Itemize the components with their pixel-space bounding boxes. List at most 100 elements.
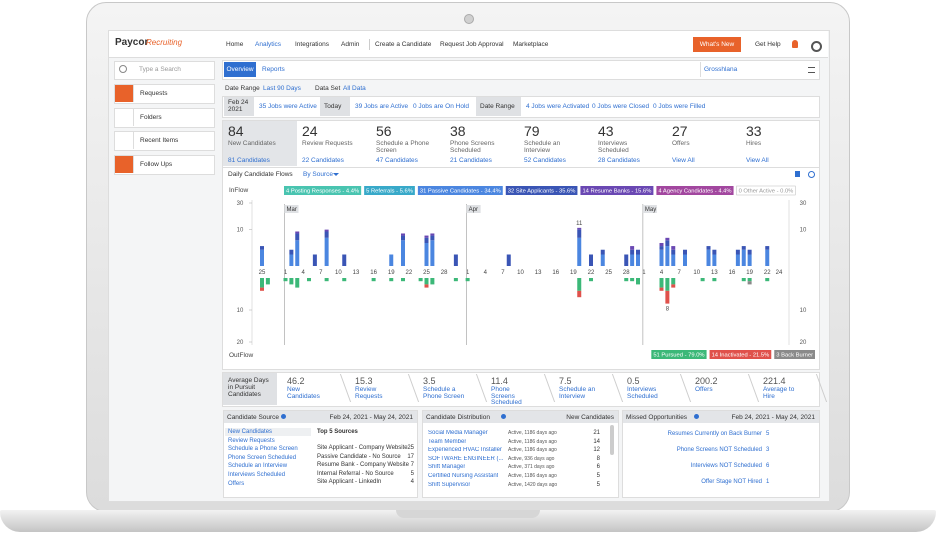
missed-count[interactable]: 5 <box>766 431 770 437</box>
nav-item[interactable]: Home <box>226 41 244 48</box>
legend-chip <box>774 350 815 359</box>
stage-link[interactable]: Schedule an Interview <box>228 463 288 470</box>
nav-item[interactable]: Analytics <box>255 41 282 48</box>
step-label[interactable]: New Candidates <box>287 386 320 400</box>
bar-segment <box>465 278 470 282</box>
legend-label: 51 Pursued - 79.0% <box>653 353 704 359</box>
search-box[interactable] <box>114 61 215 80</box>
step-label[interactable]: Average to Hire <box>763 386 795 400</box>
y-tick-label: 10 <box>237 308 244 314</box>
nav-item[interactable]: Create a Candidate <box>375 41 432 48</box>
kpi-value: 79 <box>524 123 540 139</box>
kpi-value: 84 <box>228 123 244 139</box>
sidebar-item[interactable] <box>114 131 215 151</box>
sidebar-item[interactable] <box>114 108 215 128</box>
settings-icon[interactable] <box>811 41 822 52</box>
nav-item[interactable]: Integrations <box>295 41 329 48</box>
org-select[interactable] <box>700 62 818 77</box>
source-name: Site Applicant - LinkedIn <box>317 479 382 486</box>
missed-count[interactable]: 6 <box>766 463 770 469</box>
step-label[interactable]: Phone Screens Scheduled <box>491 386 522 406</box>
job-link[interactable]: Certified Nursing Assistant <box>428 473 499 479</box>
bar-segment <box>312 254 317 266</box>
kpi-link[interactable]: 52 Candidates <box>524 157 566 164</box>
stage-link[interactable]: Phone Screen Scheduled <box>228 454 297 461</box>
kpi-link[interactable]: 22 Candidates <box>302 157 344 164</box>
job-link[interactable]: Team Member <box>428 438 467 445</box>
step-label[interactable]: Interviews Scheduled <box>627 386 658 400</box>
missed-label[interactable]: Offer Stage NOT Hired <box>701 479 762 485</box>
bar-segment <box>295 233 300 241</box>
status-tag-text: Today <box>324 103 342 110</box>
y-tick-label: 20 <box>800 340 807 346</box>
missed-label[interactable]: Resumes Currently on Back Burner <box>667 431 762 437</box>
step-label[interactable]: Schedule a Phone Screen <box>423 386 465 400</box>
settings-icon[interactable] <box>808 171 815 178</box>
source-count: 5 <box>410 470 414 477</box>
stage-link[interactable]: Offers <box>228 480 245 487</box>
chart-group[interactable]: By Source <box>303 171 333 178</box>
missed-count[interactable]: 3 <box>766 447 770 453</box>
kpi-link[interactable]: 28 Candidates <box>598 157 640 164</box>
job-status: Active, 1186 days ago <box>508 438 557 445</box>
y-tick-label: 10 <box>800 308 807 314</box>
kpi-link[interactable]: 47 Candidates <box>376 157 418 164</box>
missed-count[interactable]: 1 <box>766 479 770 485</box>
kpi-link[interactable]: 81 Candidates <box>228 157 270 164</box>
x-tick-label: 16 <box>370 270 377 276</box>
stage-link[interactable]: Interviews Scheduled <box>228 472 286 478</box>
bar-segment <box>659 278 664 288</box>
step-value: 7.5 <box>559 376 572 386</box>
kpi-label: New Candidates <box>228 140 276 147</box>
stage-link[interactable]: Schedule a Phone Screen <box>228 446 298 453</box>
stage-link[interactable]: New Candidates <box>228 429 273 435</box>
job-link[interactable]: Social Media Manager <box>428 430 488 436</box>
stage-link[interactable]: Review Requests <box>228 437 275 444</box>
x-tick-label: 16 <box>552 270 559 276</box>
nav-item[interactable]: Admin <box>341 41 360 48</box>
bar-segment <box>453 254 458 266</box>
source-count: 7 <box>410 462 414 469</box>
bar-segment <box>265 278 270 285</box>
sidebar-item[interactable] <box>114 84 215 104</box>
missed-label[interactable]: Phone Screens NOT Scheduled <box>676 447 762 453</box>
kpi-link[interactable]: View All <box>746 157 769 164</box>
kpi-link[interactable]: 21 Candidates <box>450 157 492 164</box>
bar-segment <box>665 246 670 266</box>
source-count: 25 <box>407 445 414 451</box>
menu-icon <box>808 67 815 73</box>
step-label[interactable]: Schedule an Interview <box>559 386 596 400</box>
job-link[interactable]: Shift Manager <box>428 464 466 471</box>
bar-segment <box>424 235 429 238</box>
job-link[interactable]: Shift Supervisor <box>428 481 471 488</box>
help-link[interactable]: Get Help <box>755 41 781 48</box>
sidebar-icon <box>115 85 134 102</box>
bar-segment <box>430 235 435 241</box>
x-tick-label: 22 <box>588 270 595 276</box>
kpi-link[interactable]: View All <box>672 157 695 164</box>
sidebar-item[interactable] <box>114 155 215 175</box>
tab[interactable]: Reports <box>262 66 285 73</box>
kpi-value: 43 <box>598 123 614 139</box>
step-label[interactable]: Offers <box>695 386 713 393</box>
bar-segment <box>671 284 676 288</box>
pipeline-row <box>222 372 820 407</box>
whats-new-button[interactable]: What's New <box>693 37 741 52</box>
step-value: 3.5 <box>423 376 436 386</box>
nav-item[interactable]: Request Job Approval <box>440 41 504 48</box>
missed-label[interactable]: Interviews NOT Scheduled <box>690 463 762 469</box>
x-tick-label: 13 <box>353 270 360 276</box>
download-icon[interactable] <box>795 171 800 177</box>
job-status: Active, 936 days ago <box>508 455 555 462</box>
bar-segment <box>589 254 593 266</box>
notification-icon[interactable] <box>792 40 798 48</box>
filter-value[interactable]: All Data <box>343 85 366 92</box>
job-link[interactable]: SOFTWARE ENGINEER (... <box>428 455 504 462</box>
tab-active[interactable]: Overview <box>224 62 256 77</box>
filter-value[interactable]: Last 90 Days <box>263 85 301 92</box>
status-text: 0 Jobs were Filled <box>653 103 706 110</box>
nav-item[interactable]: Marketplace <box>513 41 549 48</box>
step-label[interactable]: Review Requests <box>355 386 383 400</box>
job-link[interactable]: Experienced HVAC Installer <box>428 447 502 454</box>
